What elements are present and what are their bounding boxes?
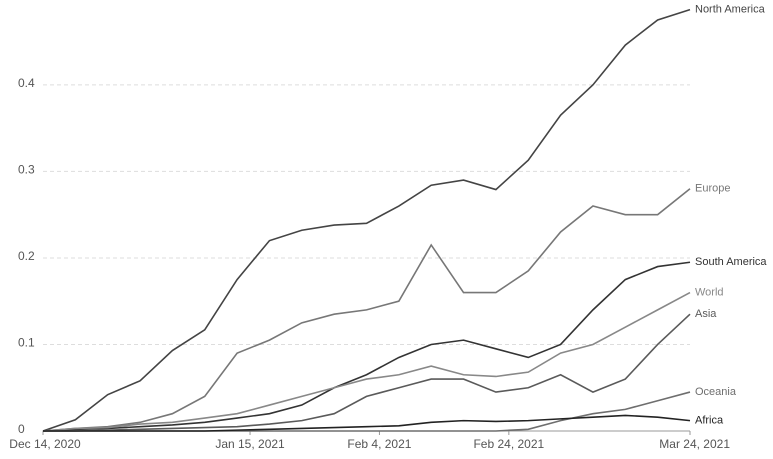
y-tick-label: 0.1 <box>18 336 35 350</box>
x-tick-label: Feb 24, 2021 <box>473 437 544 451</box>
series-line <box>42 8 691 432</box>
series-label: Oceania <box>695 386 737 398</box>
series-label: South America <box>695 256 767 268</box>
series-line <box>42 188 691 432</box>
series-line <box>42 291 691 432</box>
series-label: North America <box>695 4 766 16</box>
y-tick-label: 0.2 <box>18 249 35 263</box>
series-line <box>43 414 691 432</box>
x-tick-label: Dec 14, 2020 <box>9 437 81 451</box>
y-tick-label: 0.3 <box>18 163 35 177</box>
y-tick-label: 0 <box>18 422 25 436</box>
x-tick-label: Feb 4, 2021 <box>347 437 411 451</box>
series-line <box>43 391 691 432</box>
series-line <box>42 261 691 432</box>
series-label: World <box>695 286 724 298</box>
y-tick-label: 0.4 <box>18 76 35 90</box>
series-label: Asia <box>695 308 717 320</box>
x-tick-label: Mar 24, 2021 <box>659 437 730 451</box>
series-line <box>43 313 691 432</box>
x-tick-label: Jan 15, 2021 <box>215 437 285 451</box>
series-label: Europe <box>695 183 730 195</box>
series-label: Africa <box>695 415 724 427</box>
